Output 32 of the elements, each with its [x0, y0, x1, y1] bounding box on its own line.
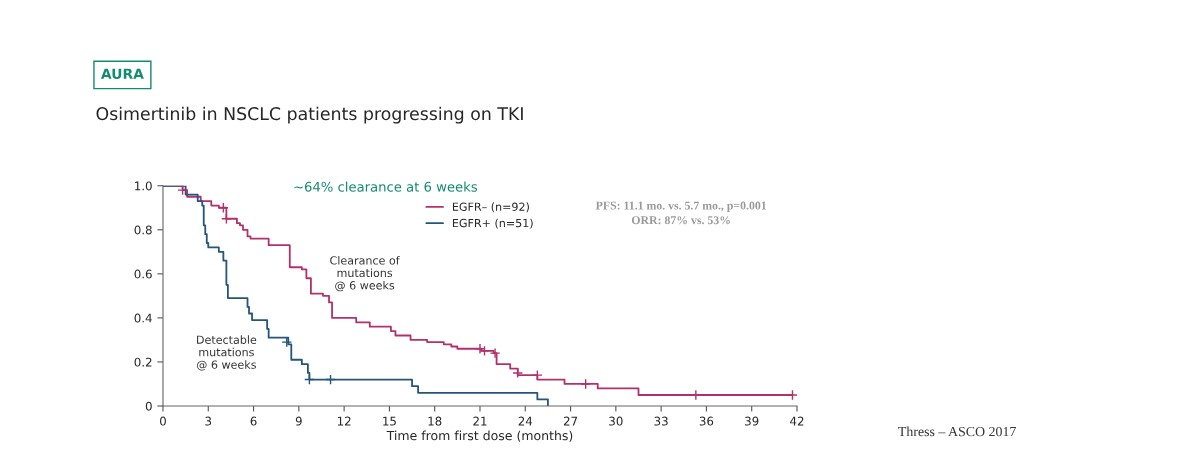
chart-subtitle: AURA: [100, 68, 144, 79]
annotation: Clearance of mutations @ 6 weeks: [330, 256, 400, 292]
x-tick-label: 3: [205, 416, 212, 426]
legend-label: EGFR+ (n=51): [452, 218, 533, 229]
annotation: ~64% clearance at 6 weeks: [294, 181, 478, 192]
x-tick-label: 9: [295, 416, 302, 426]
chart-title: Osimertinib in NSCLC patients progressing on TKI: [96, 106, 523, 124]
x-tick-label: 18: [428, 416, 442, 426]
x-axis-title: Time from first dose (months): [386, 430, 573, 442]
x-tick-label: 42: [790, 416, 804, 426]
x-tick-label: 21: [473, 416, 487, 426]
x-tick-label: 39: [745, 416, 759, 426]
x-tick-label: 27: [563, 416, 578, 426]
x-tick-label: 0: [160, 416, 166, 426]
y-tick-label: 0: [145, 401, 152, 411]
x-tick-label: 33: [654, 416, 668, 426]
y-tick-label: 0.2: [134, 357, 152, 367]
annotation: ORR: 87% vs. 53%: [631, 216, 730, 225]
y-tick-label: 0.6: [134, 269, 152, 279]
x-tick-label: 36: [699, 416, 714, 426]
annotation: PFS: 11.1 mo. vs. 5.7 mo., p=0.001: [595, 201, 767, 212]
x-tick-label: 12: [337, 416, 351, 426]
annotation: Detectable mutations @ 6 weeks: [197, 335, 257, 371]
legend-label: EGFR– (n=92): [452, 202, 529, 213]
y-tick-label: 0.4: [134, 313, 152, 323]
x-tick-label: 15: [383, 416, 396, 426]
text: Thress – ASCO 2017: [898, 426, 1016, 437]
x-tick-label: 6: [250, 416, 257, 426]
y-tick-label: 0.8: [134, 225, 152, 235]
y-tick-label: 1.0: [135, 181, 152, 191]
x-tick-label: 24: [518, 416, 533, 426]
x-tick-label: 30: [609, 416, 623, 426]
